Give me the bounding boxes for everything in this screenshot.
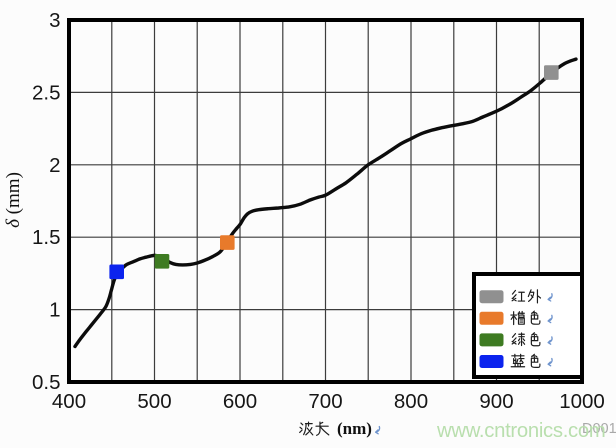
svg-text:900: 900 [479,390,513,413]
svg-text:D001: D001 [582,421,616,437]
svg-text:3: 3 [49,9,60,32]
svg-text:1: 1 [49,299,60,322]
svg-text:700: 700 [308,390,342,413]
svg-text:2: 2 [49,154,60,177]
svg-text:500: 500 [137,390,171,413]
svg-text:www.cntronics.com: www.cntronics.com [436,420,605,442]
svg-text:1000: 1000 [559,390,605,413]
svg-text:0.5: 0.5 [32,371,61,394]
svg-text:δ (mm): δ (mm) [3,172,24,228]
svg-text:600: 600 [223,390,257,413]
svg-text:1.5: 1.5 [32,226,61,249]
svg-text:(nm): (nm) [337,419,372,438]
svg-text:400: 400 [52,390,86,413]
svg-text:2.5: 2.5 [32,81,61,104]
svg-text:800: 800 [394,390,428,413]
